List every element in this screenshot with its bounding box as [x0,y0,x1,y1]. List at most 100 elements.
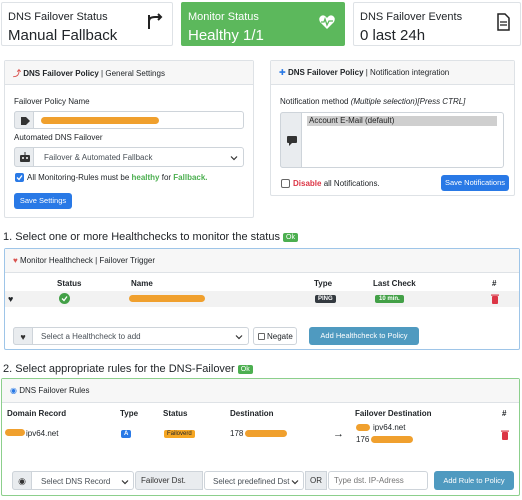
redacted-failover-ip [371,436,413,443]
chevron-down-icon [291,478,299,486]
failover-destination: 176 [356,435,370,444]
notification-header: ✚ DNS Failover Policy | Notification int… [271,61,514,85]
col-rule-hash: # [502,409,507,418]
save-settings-button[interactable]: Save Settings [14,193,72,209]
general-settings-title-rest: | General Settings [98,69,165,78]
notification-method-label: Notification method (Multiple selection)… [280,97,465,106]
col-failover-destination: Failover Destination [355,409,432,418]
negate-label: Negate [267,332,293,341]
method-label-text: Notification method [280,97,351,106]
checkbox-fallback: Fallback. [173,173,208,182]
monitor-status-label: Monitor Status [188,11,259,23]
monitor-status-card: Monitor Status Healthy 1/1 [181,2,345,46]
col-name: Name [131,279,153,288]
robot-icon [14,147,34,167]
failover-events-label: DNS Failover Events [360,11,463,23]
dns-record-placeholder: Select DNS Record [41,477,111,486]
general-settings-panel: ⤴ DNS Failover Policy | General Settings… [4,60,254,218]
tag-icon [14,111,34,129]
chevron-down-icon [235,333,243,341]
healthy-status-icon [59,293,70,304]
col-rule-status: Status [163,409,188,418]
predefined-dst-select[interactable]: Select predefined Dst [204,471,304,490]
redacted-policy-name [41,117,159,124]
section2-title: 2. Select appropriate rules for the DNS-… [3,363,253,375]
failover-domain: ipv64.net [373,423,406,432]
policy-name-label: Failover Policy Name [14,97,90,106]
ip-address-input[interactable] [328,471,428,490]
failover-status-card: DNS Failover Status Manual Fallback [1,2,173,46]
disable-bold: Disable [293,179,322,188]
failover-events-value: 0 last 24h [360,27,426,44]
globe-icon: ◉ [10,386,17,395]
policy-name-field[interactable] [14,111,244,129]
add-rule-button[interactable]: Add Rule to Policy [434,471,514,490]
rules-header: ◉ DNS Failover Rules [2,379,519,403]
col-domain: Domain Record [7,409,67,418]
disable-rest: all Notifications. [321,179,380,188]
or-label: OR [305,471,327,490]
heartbeat-small-icon: ♥ [13,256,18,265]
comment-icon [280,112,302,168]
failover-events-card: DNS Failover Events 0 last 24h [353,2,521,46]
notification-panel: ✚ DNS Failover Policy | Notification int… [270,60,515,196]
notification-multiselect[interactable]: Account E-Mail (default) [280,112,504,168]
notification-option[interactable]: Account E-Mail (default) [307,116,497,126]
fallback-checkbox[interactable] [15,173,24,182]
heartbeat-addon-icon: ♥ [13,327,33,345]
auto-failover-value: Failover & Automated Fallback [44,153,153,162]
rules-panel: ◉ DNS Failover Rules Domain Record Type … [1,378,520,496]
method-hint: (Multiple selection)[Press CTRL] [350,97,466,106]
healthcheck-panel: ♥ Monitor Healthcheck | Failover Trigger… [4,248,520,350]
arrow-right-icon: → [333,428,344,440]
puzzle-icon: ✚ [279,68,286,77]
notification-title-bold: DNS Failover Policy [287,68,364,77]
failover-dst-label: Failover Dst. [135,471,203,490]
negate-toggle[interactable]: Negate [253,327,297,345]
rule-domain: ipv64.net [26,429,59,438]
col-hash: # [492,279,497,288]
section1-text: 1. Select one or more Healthchecks to mo… [3,231,284,243]
rule-destination: 178 [230,429,244,438]
chevron-down-icon [121,478,129,486]
checkbox-text-2: for [159,173,174,182]
checkbox-text-1: All Monitoring-Rules must be [27,173,132,182]
healthcheck-select[interactable]: ♥ Select a Healthcheck to add [13,327,249,345]
dns-record-select[interactable]: ◉ Select DNS Record [12,471,134,490]
healthcheck-title: Monitor Healthcheck | Failover Trigger [19,256,156,265]
general-settings-header: ⤴ DNS Failover Policy | General Settings [5,61,253,85]
col-destination: Destination [230,409,274,418]
disable-notifications-label: Disable all Notifications. [293,179,380,188]
auto-failover-label: Automated DNS Failover [14,133,103,142]
add-healthcheck-button[interactable]: Add Healthcheck to Policy [309,327,419,345]
negate-checkbox[interactable] [258,333,265,340]
globe-addon-icon: ◉ [12,471,32,490]
healthcheck-placeholder: Select a Healthcheck to add [41,332,141,341]
delete-icon[interactable] [491,294,499,304]
col-status: Status [57,279,82,288]
document-icon [494,13,512,31]
general-settings-title-bold: DNS Failover Policy [23,69,99,78]
auto-failover-select[interactable]: Failover & Automated Fallback [14,147,244,167]
disable-notifications-checkbox[interactable] [281,179,290,188]
redacted-failover-domain [356,424,370,431]
delete-rule-icon[interactable] [501,430,509,440]
monitor-status-value: Healthy 1/1 [188,27,264,44]
predefined-dst-placeholder: Select predefined Dst [213,477,290,486]
last-check-badge: 10 min. [375,295,404,303]
healthcheck-header: ♥ Monitor Healthcheck | Failover Trigger [5,249,519,273]
chevron-down-icon [230,154,238,162]
failover-branch-icon [146,13,164,31]
redacted-healthcheck-name [129,295,205,302]
notification-title-rest: | Notification integration [363,68,450,77]
col-last-check: Last Check [373,279,416,288]
checkbox-healthy: healthy [131,173,160,182]
save-notifications-button[interactable]: Save Notifications [441,175,509,191]
section1-ok-badge: Ok [283,232,298,242]
type-badge: PING [315,295,336,303]
section1-title: 1. Select one or more Healthchecks to mo… [3,231,298,243]
record-type-badge: A [121,430,132,438]
section2-text: 2. Select appropriate rules for the DNS-… [3,363,238,375]
table-row: ipv64.net A Failoverd 178 → ipv64.net 17… [2,422,519,452]
col-record-type: Type [120,409,139,418]
